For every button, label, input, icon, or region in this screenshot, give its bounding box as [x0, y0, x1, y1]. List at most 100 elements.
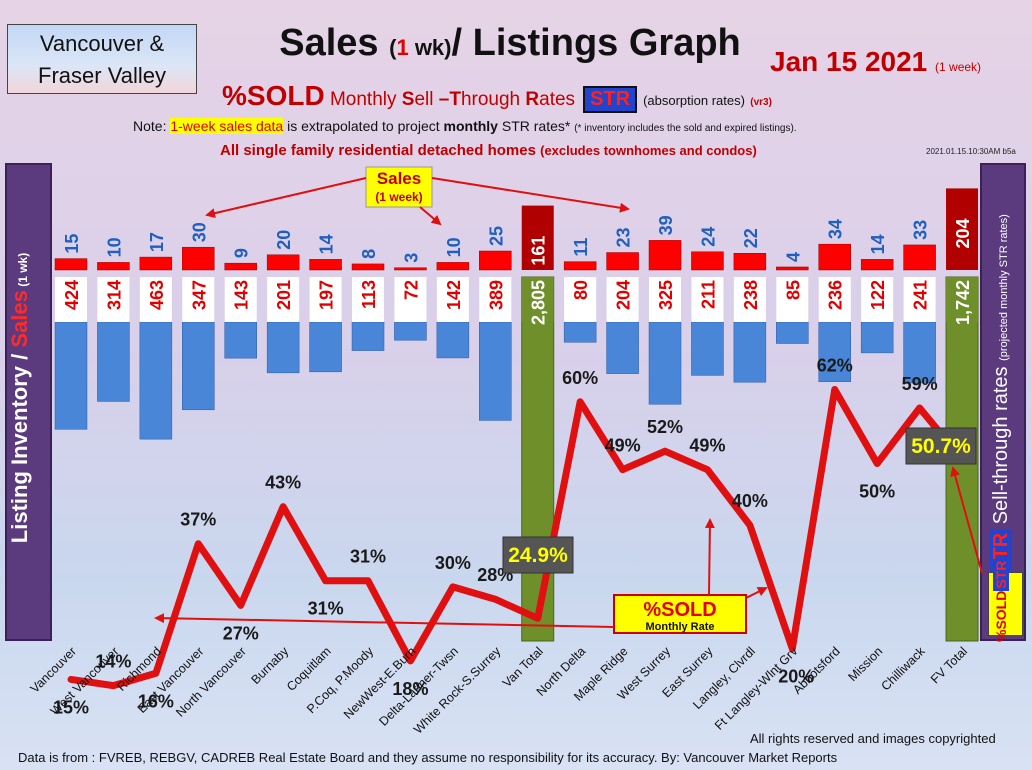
x-tick-label: Chilliwack: [879, 644, 929, 694]
listing-label-box: [309, 277, 342, 322]
subtitle-ell: ell: [414, 89, 439, 110]
sales-bar: [182, 246, 215, 271]
sales-value-label: 8: [359, 249, 379, 259]
x-tick-label: Burnaby: [248, 644, 291, 687]
sales-bar: [733, 253, 767, 271]
pct-label: 18%: [392, 679, 428, 699]
pct-label: 16%: [138, 691, 174, 711]
listing-bar: [182, 321, 215, 411]
timestamp: 2021.01.15.10:30AM b5a: [926, 147, 1016, 156]
sales-callout-sub: (1 week): [375, 190, 422, 204]
chart-title: Sales (1 wk)/ Listings Graph: [200, 22, 820, 65]
total-pct-label: 24.9%: [508, 544, 568, 567]
subtitle-s: S: [401, 89, 415, 110]
scope-text: All single family residential detached h…: [220, 142, 541, 159]
total-sales-bar: [946, 188, 979, 270]
listing-value-label: 238: [741, 280, 761, 310]
listing-value-label: 325: [656, 280, 676, 310]
sales-value-label: 30: [189, 222, 209, 242]
x-tick-label: Delta-Ladner-Twsn: [376, 644, 461, 729]
subtitle-dash: –: [438, 89, 450, 110]
note-str: STR rates*: [497, 118, 575, 134]
sales-value-label: 204: [953, 218, 973, 248]
listing-bar: [436, 321, 470, 359]
listing-label-box: [182, 277, 215, 322]
sales-bar: [606, 252, 639, 271]
listing-value-label: 122: [868, 280, 888, 310]
sales-bar: [818, 243, 851, 271]
listing-bar: [394, 321, 427, 341]
sales-bar: [394, 267, 427, 271]
source-note: Data is from : FVREB, REBGV, CADREB Real…: [18, 750, 838, 765]
sold-rate-line: [67, 385, 966, 690]
sold-arrow-right: [745, 587, 768, 599]
listing-label-box: [776, 277, 809, 322]
pct-label: 31%: [308, 599, 344, 619]
pct-label: 62%: [817, 355, 853, 375]
title-sales: Sales: [279, 22, 390, 64]
pct-label: 49%: [605, 436, 641, 456]
listing-bar: [309, 321, 342, 373]
listing-label-box: [267, 277, 300, 322]
listing-value-label: 197: [317, 280, 337, 310]
pct-label: 27%: [223, 623, 259, 643]
listing-bar: [818, 321, 851, 382]
listing-label-box: [606, 277, 639, 322]
sales-value-label: 33: [911, 220, 931, 240]
pct-label: 49%: [689, 436, 725, 456]
sales-value-label: 10: [104, 237, 124, 257]
sales-bar: [309, 259, 342, 271]
listing-bar: [776, 321, 809, 344]
sales-value-label: 22: [741, 228, 761, 248]
sales-value-label: 161: [529, 236, 549, 266]
title-paren: (: [389, 35, 397, 60]
listing-label-box: [394, 277, 427, 322]
listing-value-label: 236: [826, 280, 846, 310]
sold-arrow-fv-total: [950, 466, 983, 574]
listing-bar: [266, 321, 300, 374]
sold-callout-sub: Monthly Rate: [645, 621, 714, 633]
listing-label-box: [436, 277, 469, 322]
listing-label-box: [818, 277, 851, 322]
listing-value-label: 389: [486, 280, 506, 310]
title-listings: / Listings Graph: [451, 22, 741, 64]
sales-bar: [903, 244, 936, 271]
pct-label: 50%: [859, 482, 895, 502]
pct-label: 20%: [778, 667, 814, 687]
pct-label: 14%: [95, 652, 131, 672]
subtitle-str-badge: STR: [583, 86, 638, 113]
sales-bar: [97, 262, 130, 271]
sales-bar: [266, 254, 300, 271]
listing-value-label: 201: [274, 280, 294, 310]
listing-bar: [733, 321, 767, 383]
listing-value-label: 80: [571, 280, 591, 300]
listing-bar: [903, 321, 936, 384]
sold-callout-title: %SOLD: [643, 599, 716, 621]
listing-label-box: [733, 277, 766, 322]
listing-label-box: [139, 277, 172, 322]
sold-line-layer: [67, 385, 966, 690]
note-small: (* inventory includes the sold and expir…: [574, 123, 797, 134]
x-tick-label: FV Total: [928, 644, 970, 686]
listing-bar: [860, 321, 894, 354]
note-middle: is extrapolated to project: [283, 118, 444, 134]
subtitle-version: (vr3): [750, 97, 772, 108]
subtitle-t: T: [449, 89, 461, 110]
date-note: (1 week): [935, 60, 982, 74]
subtitle-hrough: hrough: [460, 89, 526, 110]
note-prefix: Note:: [133, 118, 171, 134]
pct-label: 52%: [647, 417, 683, 437]
sales-value-label: 10: [444, 237, 464, 257]
listing-value-label: 85: [783, 280, 803, 300]
title-wk: wk): [408, 35, 452, 60]
pct-label: 40%: [732, 491, 768, 511]
sales-value-label: 4: [783, 252, 803, 262]
pct-label: 59%: [902, 374, 938, 394]
listing-label-box: [691, 277, 724, 322]
listing-bar: [479, 321, 512, 421]
sales-bar: [776, 266, 809, 271]
listing-value-label: 211: [698, 280, 718, 309]
subtitle-monthly: Monthly: [324, 89, 402, 110]
